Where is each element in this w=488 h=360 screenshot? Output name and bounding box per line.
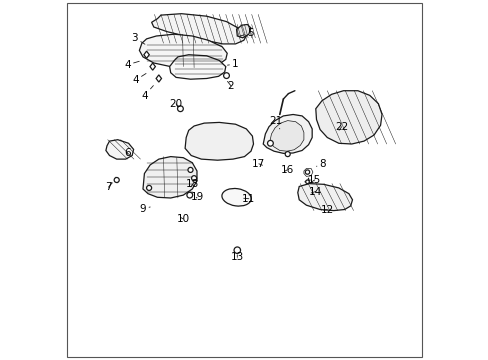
Polygon shape: [169, 55, 225, 79]
Text: 18: 18: [185, 179, 199, 189]
Circle shape: [186, 192, 192, 198]
Polygon shape: [156, 75, 161, 82]
Text: 17: 17: [252, 159, 265, 169]
Text: 5: 5: [240, 28, 254, 38]
Polygon shape: [139, 34, 227, 68]
Circle shape: [191, 176, 196, 181]
Text: 4: 4: [124, 60, 139, 70]
Circle shape: [177, 106, 183, 112]
Text: 12: 12: [320, 204, 333, 215]
Text: 15: 15: [307, 175, 321, 185]
Circle shape: [234, 247, 240, 253]
Text: 21: 21: [269, 116, 282, 129]
Polygon shape: [142, 157, 197, 198]
Circle shape: [223, 73, 229, 78]
Text: 4: 4: [132, 73, 146, 85]
Circle shape: [267, 140, 273, 146]
Circle shape: [305, 170, 309, 174]
Text: 20: 20: [169, 99, 183, 109]
Text: 3: 3: [131, 33, 144, 44]
Polygon shape: [297, 184, 352, 211]
Text: 11: 11: [242, 194, 255, 204]
Polygon shape: [315, 91, 381, 144]
Text: 8: 8: [316, 159, 325, 169]
Polygon shape: [150, 63, 155, 70]
Polygon shape: [236, 24, 250, 38]
Polygon shape: [269, 121, 303, 151]
Text: 6: 6: [124, 148, 131, 158]
Text: 4: 4: [141, 86, 153, 101]
Ellipse shape: [222, 189, 251, 206]
Text: 10: 10: [176, 214, 189, 224]
Text: 9: 9: [140, 204, 150, 214]
Circle shape: [305, 180, 309, 184]
Polygon shape: [185, 122, 253, 160]
Text: 22: 22: [334, 122, 347, 132]
Text: 14: 14: [308, 186, 322, 197]
Circle shape: [146, 185, 151, 190]
Text: 7: 7: [105, 182, 112, 192]
Text: 19: 19: [190, 192, 203, 202]
Text: 16: 16: [280, 165, 293, 175]
Polygon shape: [106, 140, 133, 159]
Polygon shape: [263, 114, 311, 153]
Polygon shape: [151, 14, 246, 44]
Text: 13: 13: [230, 252, 244, 262]
Polygon shape: [143, 51, 149, 58]
Polygon shape: [303, 168, 312, 176]
Text: 1: 1: [227, 59, 238, 69]
Text: 2: 2: [227, 81, 234, 91]
Circle shape: [187, 167, 193, 172]
Circle shape: [285, 152, 289, 157]
Circle shape: [114, 177, 119, 183]
